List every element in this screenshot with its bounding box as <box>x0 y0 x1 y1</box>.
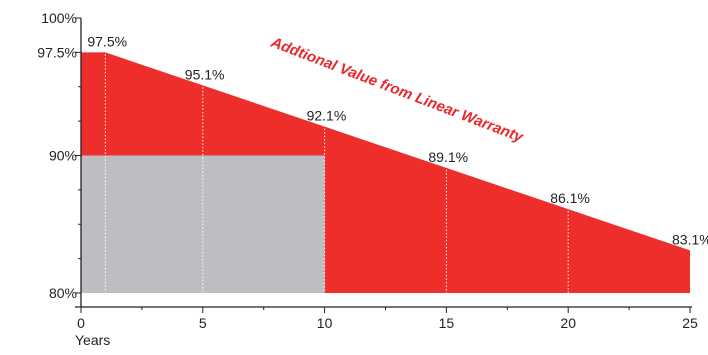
data-label-0: 97.5% <box>87 33 127 49</box>
data-label-5: 83.1% <box>672 231 708 247</box>
axes: 80% 90% 97.5% 100% 0 5 10 15 20 25 Years <box>37 10 698 348</box>
data-label-3: 89.1% <box>428 149 468 165</box>
data-label-2: 92.1% <box>307 108 347 124</box>
data-labels: 97.5% 95.1% 92.1% 89.1% 86.1% 83.1% <box>87 33 708 247</box>
step-warranty-area <box>81 155 690 293</box>
x-tick-label-5: 25 <box>682 315 698 331</box>
data-label-4: 86.1% <box>550 190 590 206</box>
x-tick-label-2: 10 <box>317 315 333 331</box>
y-tick-label-0: 80% <box>49 285 77 301</box>
x-axis-title: Years <box>75 332 110 348</box>
x-tick-label-1: 5 <box>199 315 207 331</box>
y-tick-label-2: 97.5% <box>37 44 77 60</box>
dotted-guides <box>104 54 569 293</box>
x-tick-label-4: 20 <box>560 315 576 331</box>
y-tick-label-3: 100% <box>41 10 77 26</box>
data-label-1: 95.1% <box>185 66 225 82</box>
x-tick-label-0: 0 <box>77 315 85 331</box>
y-tick-label-1: 90% <box>49 148 77 164</box>
plot-areas <box>81 52 690 293</box>
x-tick-label-3: 15 <box>439 315 455 331</box>
